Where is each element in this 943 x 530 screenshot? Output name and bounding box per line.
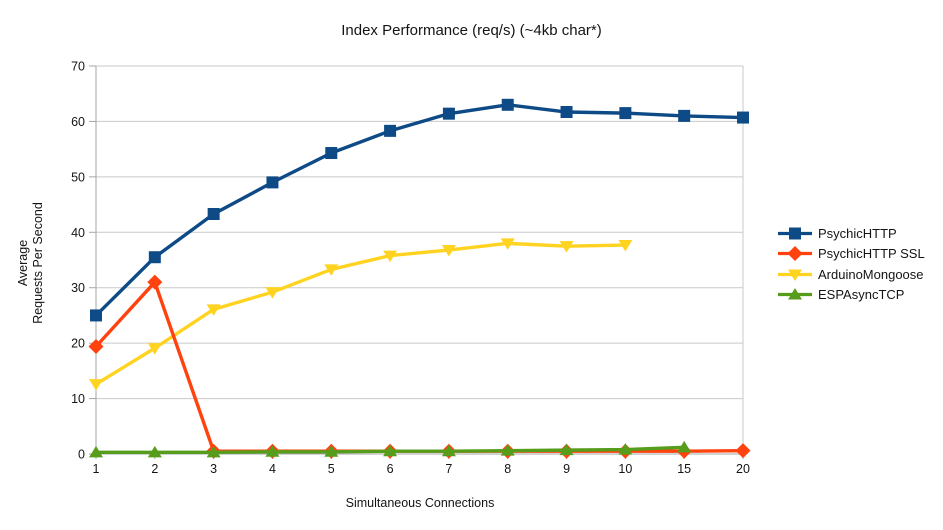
series-marker-arduinomongoose xyxy=(147,343,162,355)
y-tick-label: 70 xyxy=(71,60,85,74)
y-tick-label: 30 xyxy=(71,281,85,295)
series-marker-arduinomongoose xyxy=(500,238,515,250)
x-tick-label: 20 xyxy=(736,462,750,476)
series-marker-psychichttp xyxy=(501,98,514,111)
y-axis-title-line2: Requests Per Second xyxy=(31,202,45,324)
legend-marker-psychichttp xyxy=(789,227,801,239)
legend-marker-espasynctcp xyxy=(788,288,802,300)
series-marker-espasynctcp xyxy=(147,445,162,458)
series-marker-psychichttp-ssl xyxy=(147,274,163,290)
series-line-psychichttp-ssl xyxy=(94,280,745,453)
legend-item-espasynctcp: ESPAsyncTCP xyxy=(777,286,925,304)
series-marker-psychichttp xyxy=(325,147,338,160)
series-marker-espasynctcp xyxy=(324,445,339,457)
series-marker-arduinomongoose xyxy=(89,379,103,391)
x-tick-label: 10 xyxy=(618,462,632,476)
series-line-arduinomongoose xyxy=(94,241,628,386)
series-marker-arduinomongoose xyxy=(265,287,280,299)
x-tick-label: 3 xyxy=(210,462,217,476)
legend-label-psychichttp: PsychicHTTP xyxy=(818,225,897,241)
chart-title: Index Performance (req/s) (~4kb char*) xyxy=(341,22,602,39)
legend-marker-square-icon xyxy=(778,227,812,239)
series-marker-espasynctcp xyxy=(559,443,574,456)
series-marker-arduinomongoose xyxy=(559,241,574,253)
series-marker-espasynctcp xyxy=(500,444,515,456)
x-tick-label: 7 xyxy=(445,462,452,476)
series-marker-arduinomongoose xyxy=(383,250,398,263)
legend-item-arduinomongoose: ArduinoMongoose xyxy=(777,265,925,283)
series-marker-arduinomongoose xyxy=(441,245,456,257)
series-marker-psychichttp xyxy=(442,107,455,120)
x-tick-label: 1 xyxy=(93,462,100,476)
y-tick-label: 50 xyxy=(71,170,85,184)
y-tick-label: 0 xyxy=(78,448,85,462)
x-tick-label: 15 xyxy=(677,462,691,476)
series-marker-psychichttp xyxy=(737,111,749,124)
series-marker-psychichttp xyxy=(560,106,573,119)
legend-item-psychichttp-ssl: PsychicHTTP SSL xyxy=(777,245,925,263)
series-marker-espasynctcp xyxy=(618,443,633,455)
series-marker-psychichttp xyxy=(619,107,632,120)
x-tick-label: 9 xyxy=(563,462,570,476)
legend-marker-psychichttp-ssl xyxy=(787,246,803,261)
legend-marker-triangle-down-icon xyxy=(778,269,812,281)
series-marker-psychichttp-ssl xyxy=(735,443,751,459)
series-marker-psychichttp xyxy=(266,176,279,189)
series-marker-arduinomongoose xyxy=(324,264,339,276)
legend-marker-arduinomongoose xyxy=(788,269,802,281)
series-marker-espasynctcp xyxy=(441,444,456,457)
y-axis-title: Average Requests Per Second xyxy=(16,202,46,324)
series-marker-espasynctcp xyxy=(383,444,398,457)
x-tick-label: 6 xyxy=(387,462,394,476)
y-tick-label: 40 xyxy=(71,226,85,240)
legend-item-psychichttp: PsychicHTTP xyxy=(777,224,925,242)
legend-label-psychichttp-ssl: PsychicHTTP SSL xyxy=(818,246,925,261)
y-tick-label: 60 xyxy=(71,115,85,129)
legend-label-espasynctcp: ESPAsyncTCP xyxy=(818,287,905,302)
series-marker-arduinomongoose xyxy=(206,304,221,316)
x-tick-label: 8 xyxy=(504,462,511,476)
y-tick-label: 10 xyxy=(71,392,85,406)
series-marker-psychichttp-ssl xyxy=(88,338,104,354)
series-line-psychichttp xyxy=(94,103,745,318)
y-tick-label: 20 xyxy=(71,337,85,351)
series-marker-arduinomongoose xyxy=(618,240,633,252)
series-marker-psychichttp xyxy=(148,251,161,264)
series-marker-espasynctcp xyxy=(206,445,221,458)
legend: PsychicHTTP PsychicHTTP SSL ArduinoMongo… xyxy=(777,224,925,304)
series-marker-psychichttp xyxy=(384,124,397,137)
x-tick-label: 2 xyxy=(151,462,158,476)
series-marker-psychichttp xyxy=(678,109,691,122)
series-marker-espasynctcp xyxy=(89,445,103,458)
x-tick-label: 5 xyxy=(328,462,335,476)
y-axis-title-line1: Average xyxy=(16,239,30,287)
series-marker-psychichttp xyxy=(90,309,102,322)
x-axis-title: Simultaneous Connections xyxy=(345,496,495,510)
x-tick-label: 4 xyxy=(269,462,276,476)
series-marker-espasynctcp xyxy=(677,440,692,453)
legend-marker-diamond-icon xyxy=(778,246,812,261)
series-marker-espasynctcp xyxy=(265,445,280,457)
series-marker-psychichttp xyxy=(207,207,220,220)
legend-marker-triangle-up-icon xyxy=(778,288,812,300)
legend-label-arduinomongoose: ArduinoMongoose xyxy=(818,266,924,282)
